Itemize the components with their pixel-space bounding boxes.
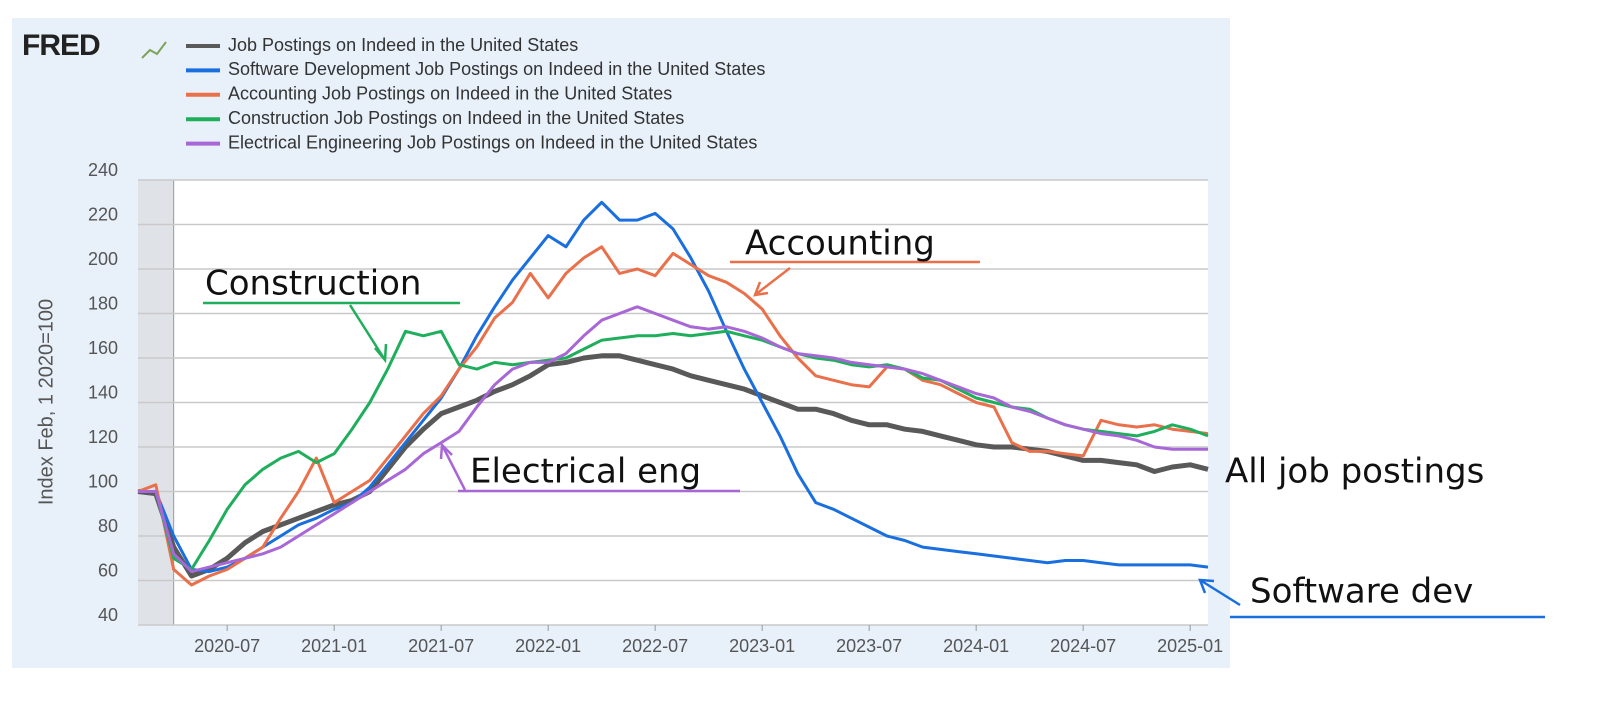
y-tick-label: 80 — [98, 516, 118, 536]
x-tick-label: 2021-07 — [408, 636, 474, 656]
legend-label: Software Development Job Postings on Ind… — [228, 59, 765, 79]
y-tick-label: 140 — [88, 382, 118, 402]
series-line — [137, 245, 1209, 587]
plot: 40 60 80 100 120 140 160 180 200 220 240 2020-07 202… — [88, 160, 1223, 656]
annotation: All job postings — [1225, 452, 1484, 492]
legend-label: Job Postings on Indeed in the United Sta… — [228, 35, 578, 55]
logo-icon — [141, 41, 167, 59]
series-line — [138, 200, 1209, 574]
annotation-strokes — [203, 260, 1545, 619]
y-tick-label: 240 — [88, 160, 118, 180]
x-tick-label: 2023-07 — [836, 636, 902, 656]
x-tick-label: 2024-07 — [1050, 636, 1116, 656]
y-tick-label: 220 — [88, 204, 118, 224]
legend-label: Accounting Job Postings on Indeed in the… — [228, 84, 672, 104]
x-tick-label: 2025-01 — [1157, 636, 1223, 656]
y-tick-label: 60 — [98, 560, 118, 580]
annotation: Electrical eng — [470, 452, 701, 492]
series-line — [138, 329, 1209, 571]
series-line — [137, 353, 1209, 579]
y-tick-label: 120 — [88, 427, 118, 447]
annotation: Software dev — [1250, 572, 1473, 612]
x-tick-label: 2022-07 — [622, 636, 688, 656]
x-tick-label: 2020-07 — [194, 636, 260, 656]
y-tick-label: 100 — [88, 471, 118, 491]
annotation: Construction — [205, 264, 421, 304]
x-tick-label: 2022-01 — [515, 636, 581, 656]
y-axis-label: Index Feb, 1 2020=100 — [35, 299, 57, 505]
annotation: Accounting — [745, 224, 935, 264]
series-line — [138, 305, 1208, 574]
x-tick-label: 2023-01 — [729, 636, 795, 656]
legend-label: Electrical Engineering Job Postings on I… — [228, 132, 757, 152]
y-tick-label: 160 — [88, 338, 118, 358]
y-tick-label: 200 — [88, 249, 118, 269]
x-tick-label: 2021-01 — [301, 636, 367, 656]
legend-label: Construction Job Postings on Indeed in t… — [228, 108, 684, 128]
logo: FRED — [22, 29, 100, 62]
x-tick-label: 2024-01 — [943, 636, 1009, 656]
y-tick-label: 180 — [88, 293, 118, 313]
y-tick-label: 40 — [98, 605, 118, 625]
